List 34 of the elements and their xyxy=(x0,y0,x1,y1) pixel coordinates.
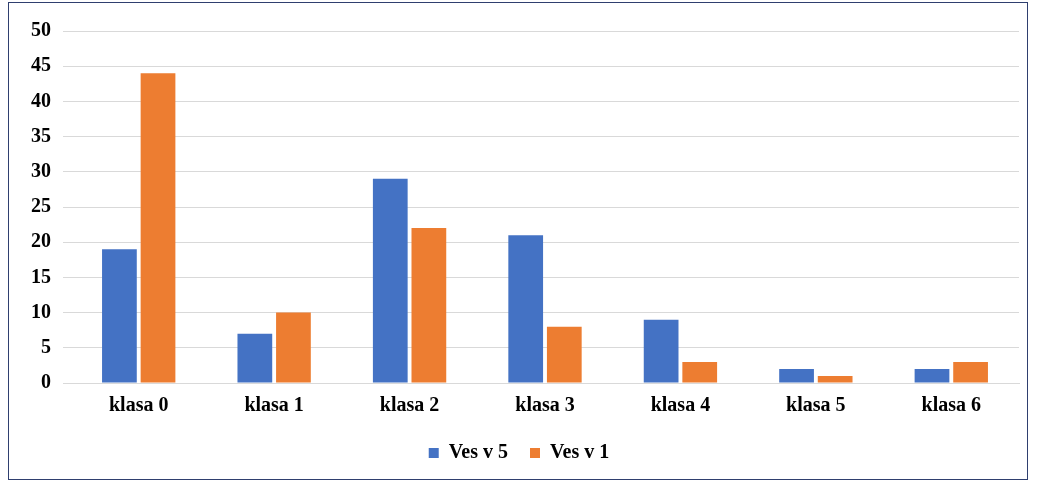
x-tick-label: klasa 2 xyxy=(379,393,440,416)
bar xyxy=(102,249,137,383)
y-tick-label: 20 xyxy=(31,229,51,252)
bar xyxy=(643,319,679,383)
y-tick-label: 0 xyxy=(41,370,51,393)
bar xyxy=(914,368,950,383)
x-tick-label: klasa 6 xyxy=(921,393,982,416)
bar xyxy=(411,228,447,383)
y-tick-label: 30 xyxy=(31,158,51,181)
bar xyxy=(953,361,988,383)
bar xyxy=(372,178,408,383)
x-tick-label: klasa 1 xyxy=(244,393,304,416)
x-tick-label: klasa 4 xyxy=(650,393,711,416)
bar xyxy=(682,361,718,383)
legend-label: Ves v 1 xyxy=(550,440,610,463)
y-tick-label: 5 xyxy=(41,334,51,357)
y-tick-label: 45 xyxy=(31,53,51,76)
x-tick-label: klasa 0 xyxy=(108,393,169,416)
bar xyxy=(276,312,311,383)
y-tick-label: 10 xyxy=(31,299,51,322)
bar xyxy=(546,326,582,383)
y-tick-label: 50 xyxy=(31,18,51,41)
y-tick-label: 35 xyxy=(31,123,51,146)
y-tick-label: 40 xyxy=(31,88,51,111)
bar xyxy=(237,333,273,383)
y-tick-label: 25 xyxy=(31,194,51,217)
x-tick-label: klasa 5 xyxy=(786,393,846,416)
bar xyxy=(779,368,814,383)
y-tick-label: 15 xyxy=(31,264,51,287)
bar xyxy=(817,375,853,383)
legend-label: Ves v 5 xyxy=(448,440,509,463)
bar xyxy=(140,73,176,383)
bar xyxy=(508,235,544,383)
x-tick-label: klasa 3 xyxy=(515,393,575,416)
